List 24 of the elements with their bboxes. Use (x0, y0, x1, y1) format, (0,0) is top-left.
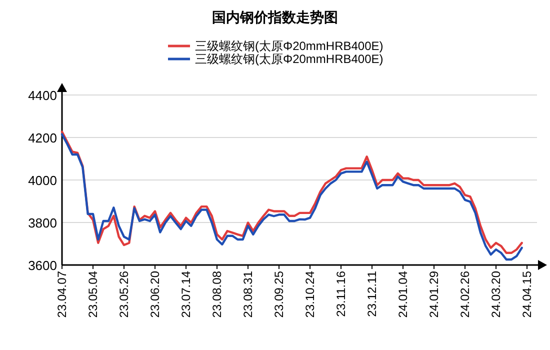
y-tick-label: 4200 (28, 130, 57, 146)
x-tick-label: 23.05.26 (117, 270, 131, 318)
y-tick-label: 3600 (28, 258, 57, 273)
y-tick-label: 4000 (28, 173, 57, 188)
x-tick-label: 24.01.04 (396, 270, 410, 318)
legend-label: 三级螺纹钢(太原Φ20mmHRB400E) (195, 52, 384, 66)
x-tick-label: 23.05.04 (86, 270, 100, 318)
legend-label: 三级螺纹钢(太原Φ20mmHRB400E) (195, 39, 384, 53)
x-tick-label: 23.07.14 (179, 270, 193, 318)
x-tick-label: 23.08.31 (241, 270, 255, 318)
x-tick-label: 23.04.07 (55, 270, 69, 318)
x-tick-label: 23.11.16 (334, 270, 348, 317)
x-tick-label: 23.10.24 (303, 270, 317, 318)
chart-title: 国内钢价指数走势图 (212, 9, 338, 25)
y-tick-label: 4400 (28, 88, 57, 103)
x-tick-label: 24.04.15 (520, 270, 534, 318)
x-tick-label: 23.09.25 (272, 270, 286, 318)
x-tick-label: 23.08.08 (210, 270, 224, 318)
x-tick-label: 24.02.26 (458, 270, 472, 318)
x-tick-label: 24.03.20 (489, 270, 503, 318)
x-tick-label: 24.01.29 (427, 270, 441, 318)
x-tick-label: 23.06.20 (148, 270, 162, 318)
x-tick-label: 23.12.11 (365, 270, 379, 317)
y-tick-label: 3800 (28, 216, 57, 230)
